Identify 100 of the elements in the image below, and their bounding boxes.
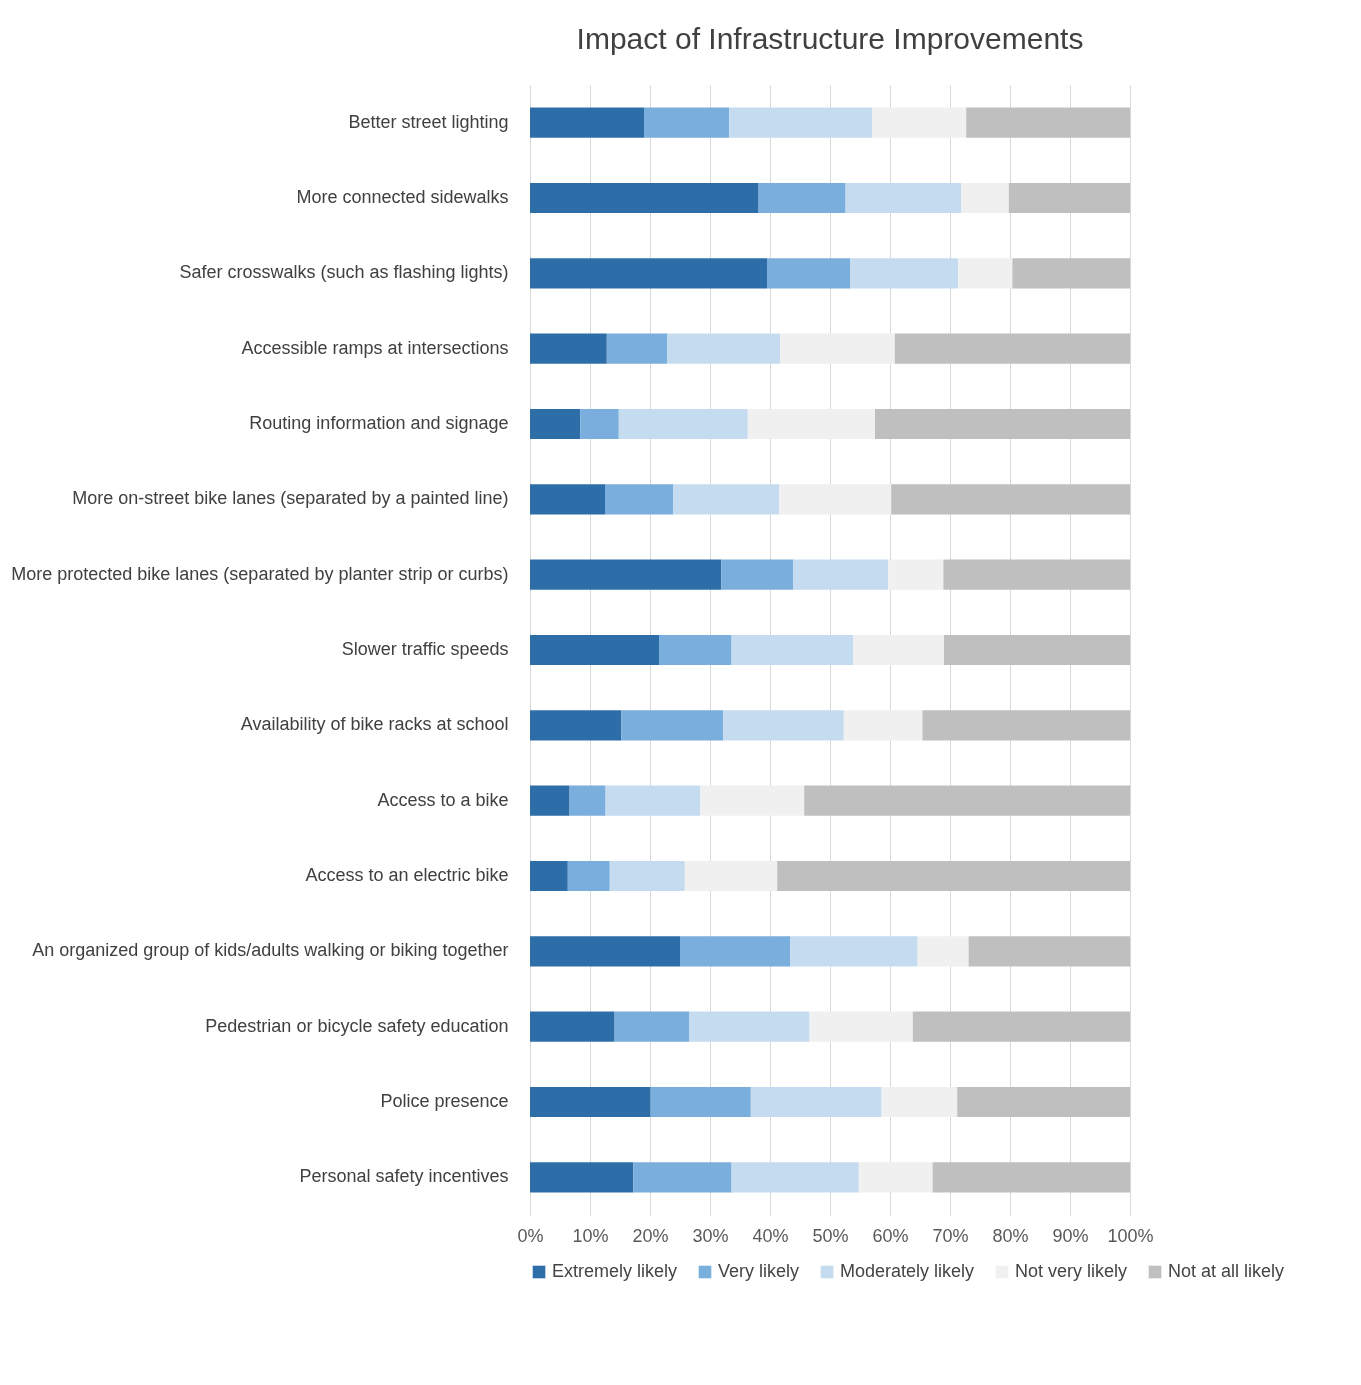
bar bbox=[609, 860, 685, 892]
y-tick-label: Personal safety incentives bbox=[299, 1166, 509, 1187]
legend-label: Not at all likely bbox=[1168, 1261, 1285, 1281]
bar bbox=[731, 1162, 859, 1193]
x-tick-label: 40% bbox=[752, 1225, 789, 1246]
bar bbox=[723, 710, 844, 741]
bar bbox=[758, 182, 846, 214]
legend-label: Not very likely bbox=[1015, 1261, 1128, 1281]
bar bbox=[777, 860, 1130, 892]
y-tick-label: Better street lighting bbox=[348, 111, 509, 132]
y-tick-label: More connected sidewalks bbox=[296, 187, 509, 207]
bar bbox=[804, 785, 1130, 816]
y-tick-label: Access to an electric bike bbox=[305, 865, 509, 885]
x-tick-label: 70% bbox=[932, 1225, 969, 1246]
bar bbox=[968, 936, 1130, 967]
bar bbox=[932, 1162, 1130, 1193]
y-tick-label: An organized group of kids/adults walking or biking together bbox=[32, 940, 509, 961]
bar bbox=[767, 258, 851, 289]
bar bbox=[894, 333, 1130, 364]
bar bbox=[779, 484, 892, 515]
x-tick-label: 80% bbox=[992, 1225, 1029, 1246]
bar bbox=[530, 333, 607, 364]
y-tick-label: Access to a bike bbox=[377, 789, 509, 810]
bar bbox=[530, 1011, 615, 1042]
bar bbox=[958, 258, 1013, 289]
bar bbox=[667, 333, 781, 364]
bar bbox=[680, 936, 791, 967]
bar bbox=[567, 860, 610, 892]
bar bbox=[605, 484, 674, 515]
bar bbox=[790, 936, 918, 967]
bar bbox=[530, 484, 605, 515]
y-tick-label: Safer crosswalks (such as flashing lights) bbox=[179, 262, 509, 283]
bar bbox=[858, 1162, 933, 1193]
bar bbox=[912, 1011, 1130, 1042]
y-tick-label: Slower traffic speeds bbox=[341, 639, 509, 659]
legend-label: Moderately likely bbox=[840, 1261, 975, 1281]
bar bbox=[731, 634, 854, 666]
bar bbox=[530, 258, 767, 289]
y-tick-label: Routing information and signage bbox=[249, 413, 509, 433]
bar bbox=[580, 408, 619, 440]
bar bbox=[614, 1011, 689, 1042]
bar bbox=[917, 936, 969, 967]
x-tick-label: 100% bbox=[1107, 1225, 1154, 1246]
bar bbox=[700, 785, 805, 816]
bar bbox=[530, 936, 680, 967]
bar bbox=[853, 634, 944, 666]
bar bbox=[633, 1162, 732, 1193]
bar bbox=[530, 860, 568, 892]
bar bbox=[780, 333, 895, 364]
bar bbox=[721, 559, 794, 590]
bar bbox=[922, 710, 1130, 741]
bar bbox=[569, 785, 606, 816]
x-tick-label: 10% bbox=[572, 1225, 609, 1246]
bar bbox=[747, 408, 875, 440]
bar bbox=[875, 408, 1130, 440]
bar bbox=[530, 182, 759, 214]
bar bbox=[644, 107, 730, 138]
bar bbox=[943, 559, 1130, 590]
bar bbox=[845, 182, 962, 214]
bar bbox=[605, 785, 701, 816]
bar bbox=[530, 785, 570, 816]
y-tick-label: Police presence bbox=[380, 1091, 509, 1111]
bar bbox=[809, 1011, 913, 1042]
bar bbox=[944, 634, 1130, 666]
bar bbox=[530, 1162, 634, 1193]
x-tick-label: 50% bbox=[812, 1225, 849, 1246]
bar bbox=[618, 408, 748, 440]
bar bbox=[729, 107, 872, 138]
bar bbox=[621, 710, 724, 741]
bar bbox=[881, 1086, 958, 1118]
bar bbox=[650, 1086, 751, 1118]
bar bbox=[689, 1011, 810, 1042]
bar bbox=[530, 559, 722, 590]
bar bbox=[673, 484, 779, 515]
bar bbox=[606, 333, 668, 364]
bar bbox=[793, 559, 889, 590]
x-tick-label: 30% bbox=[692, 1225, 729, 1246]
bar bbox=[530, 634, 659, 666]
bar bbox=[961, 182, 1009, 214]
legend-label: Very likely bbox=[718, 1261, 800, 1281]
bar bbox=[684, 860, 778, 892]
y-tick-label: More protected bike lanes (separated by planter strip or curbs) bbox=[11, 563, 509, 584]
bar bbox=[957, 1086, 1130, 1118]
bar bbox=[1008, 182, 1130, 214]
bar bbox=[530, 408, 581, 440]
chart-title: Impact of Infrastructure Improvements bbox=[576, 22, 1084, 55]
bar bbox=[530, 107, 644, 138]
bar bbox=[888, 559, 944, 590]
bar bbox=[530, 710, 622, 741]
bar bbox=[1012, 258, 1130, 289]
bar bbox=[891, 484, 1130, 515]
bar bbox=[843, 710, 923, 741]
y-tick-label: More on-street bike lanes (separated by a painted line) bbox=[72, 488, 509, 509]
x-tick-label: 90% bbox=[1052, 1225, 1089, 1246]
bar bbox=[872, 107, 967, 138]
x-tick-label: 60% bbox=[872, 1225, 909, 1246]
y-tick-label: Pedestrian or bicycle safety education bbox=[205, 1015, 509, 1036]
y-tick-label: Accessible ramps at intersections bbox=[241, 337, 509, 358]
x-tick-label: 20% bbox=[632, 1225, 669, 1246]
bar bbox=[850, 258, 959, 289]
